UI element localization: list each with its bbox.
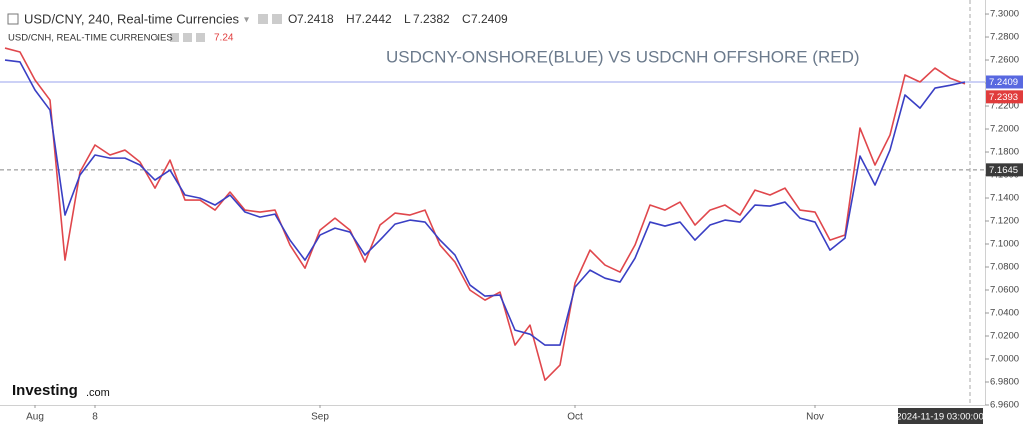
time-label-box [898, 408, 983, 424]
dropdown-icon[interactable]: ▾ [244, 15, 249, 26]
ohlc-value: 7.2409 [471, 12, 508, 26]
y-tick-label: 7.1000 [990, 239, 1019, 250]
price-label-box [986, 75, 1023, 89]
hide-icon[interactable] [272, 14, 282, 24]
y-tick-label: 7.0200 [990, 331, 1019, 342]
ohlc-label: H [346, 12, 355, 26]
x-tick-label: Sep [311, 412, 329, 423]
remove-icon[interactable] [196, 33, 205, 42]
time-label: 2024-11-19 03:00:00 [896, 412, 984, 423]
logo-brand: Investing [12, 382, 78, 399]
price-label-box [986, 90, 1023, 104]
y-tick-label: 7.1800 [990, 147, 1019, 158]
hide-icon-2[interactable] [183, 33, 192, 42]
ohlc-value: 7.2442 [355, 12, 392, 26]
settings-icon-2[interactable] [170, 33, 179, 42]
chart-title: USDCNY-ONSHORE(BLUE) VS USDCNH OFFSHORE … [386, 47, 860, 66]
y-tick-label: 7.3000 [990, 9, 1019, 20]
y-tick-label: 7.0800 [990, 262, 1019, 273]
y-tick-label: 7.2200 [990, 101, 1019, 112]
price-label: 7.1645 [989, 165, 1018, 176]
ohlc-label: C [462, 12, 471, 26]
price-label: 7.2409 [989, 77, 1018, 88]
y-tick-label: 7.1400 [990, 193, 1019, 204]
y-tick-label: 7.2000 [990, 124, 1019, 135]
y-tick-label: 6.9600 [990, 400, 1019, 411]
ohlc-value: 7.2418 [297, 12, 334, 26]
y-tick-label: 7.2800 [990, 32, 1019, 43]
compare-symbol: USD/CNH, REAL-TIME CURRENCIES [8, 33, 173, 44]
ohlc-label: O [288, 12, 297, 26]
y-tick-label: 7.0000 [990, 354, 1019, 365]
y-tick-label: 7.0600 [990, 285, 1019, 296]
y-tick-label: 7.2600 [990, 55, 1019, 66]
y-tick-label: 7.0400 [990, 308, 1019, 319]
ohlc-label: L [404, 12, 411, 26]
symbol: USD/CNY, 240, Real-time Currencies [24, 11, 240, 26]
ohlc-value: 7.2382 [413, 12, 450, 26]
collapse-icon[interactable] [7, 13, 19, 25]
price-label: 7.2393 [989, 92, 1018, 103]
price-label-box [986, 163, 1023, 177]
compare-value: 7.24 [214, 33, 234, 44]
x-tick-label: Nov [806, 412, 824, 423]
y-tick-label: 7.1200 [990, 216, 1019, 227]
x-tick-label: Oct [567, 412, 583, 423]
price-line [4, 59, 966, 346]
logo-suffix: .com [86, 387, 110, 399]
settings-icon[interactable] [258, 14, 268, 24]
dropdown-icon-2[interactable]: ▾ [155, 32, 160, 42]
price-line [4, 47, 966, 381]
x-tick-label: 8 [92, 412, 98, 423]
y-tick-label: 6.9800 [990, 377, 1019, 388]
x-tick-label: Aug [26, 412, 44, 423]
